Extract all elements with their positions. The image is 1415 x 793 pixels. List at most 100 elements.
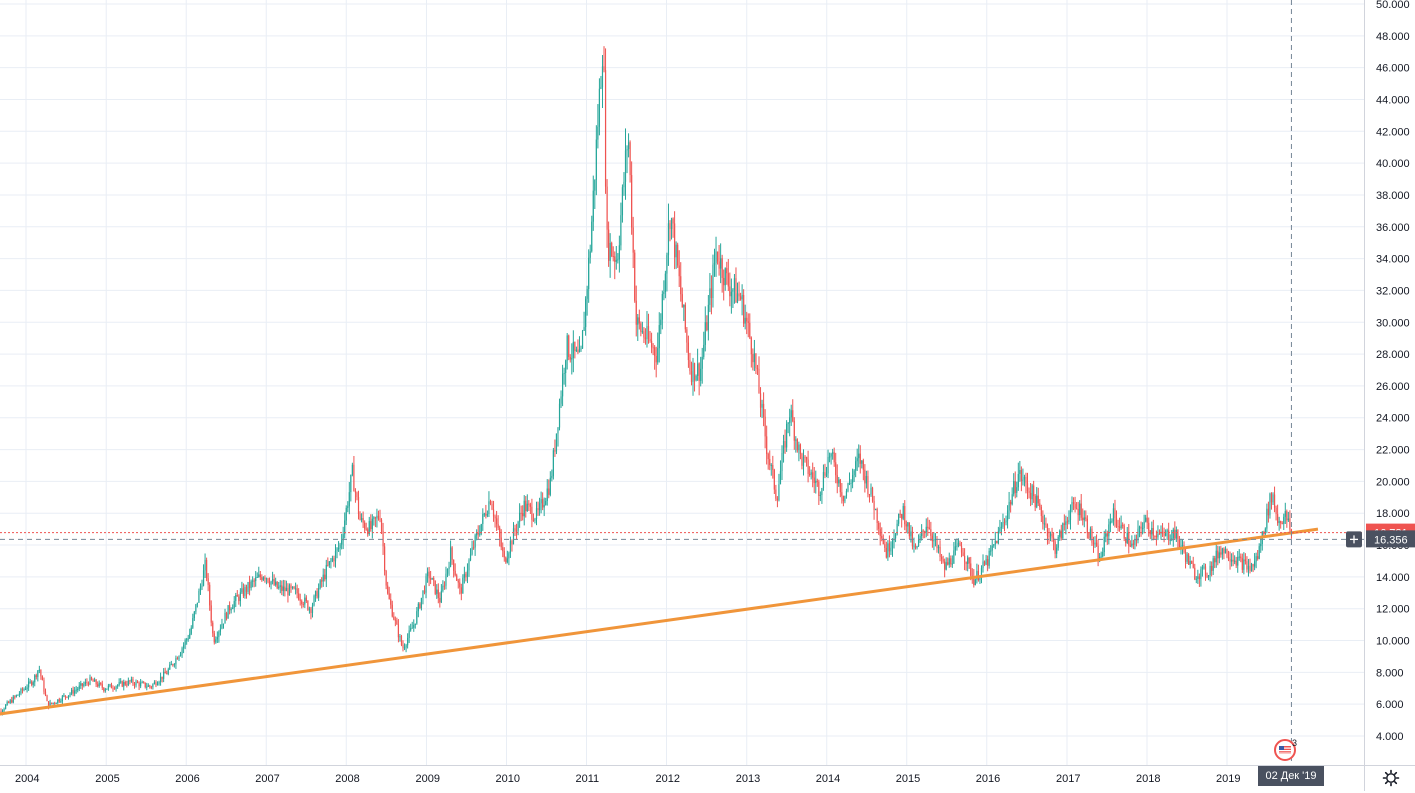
candle-body bbox=[333, 558, 334, 561]
candle-body bbox=[870, 488, 871, 495]
candle-body bbox=[1202, 567, 1203, 569]
candle-body bbox=[154, 682, 155, 684]
candle-body bbox=[946, 562, 947, 569]
candle-body bbox=[611, 243, 612, 256]
candle-body bbox=[1024, 477, 1025, 480]
candle-body bbox=[564, 373, 565, 374]
y-tick-label: 34.000 bbox=[1376, 254, 1410, 266]
candle-body bbox=[461, 587, 462, 593]
candle-body bbox=[583, 327, 584, 331]
candle-body bbox=[648, 326, 649, 339]
candle-body bbox=[490, 501, 491, 504]
trendline[interactable] bbox=[0, 529, 1318, 715]
candle-body bbox=[777, 499, 778, 501]
candle-body bbox=[1116, 518, 1117, 526]
candle-body bbox=[36, 675, 37, 677]
candle-body bbox=[999, 528, 1000, 532]
candle-body bbox=[364, 523, 365, 529]
candle-body bbox=[235, 595, 236, 601]
candle-body bbox=[361, 518, 362, 520]
candle-body bbox=[1162, 532, 1163, 534]
candle-body bbox=[852, 475, 853, 483]
candle-body bbox=[737, 293, 738, 302]
candle-body bbox=[103, 688, 104, 691]
x-tick-label: 2005 bbox=[95, 773, 119, 785]
candle-body bbox=[559, 404, 560, 428]
candle-body bbox=[422, 590, 423, 597]
candle-body bbox=[553, 450, 554, 476]
candle-body bbox=[324, 575, 325, 580]
candle-body bbox=[596, 140, 597, 180]
candle-body bbox=[131, 679, 132, 681]
candle-body bbox=[232, 608, 233, 609]
candle-body bbox=[418, 604, 419, 611]
candle-body bbox=[545, 501, 546, 505]
economic-event-badge[interactable]: 3 bbox=[1272, 738, 1300, 762]
candle-body bbox=[54, 703, 55, 704]
candle-body bbox=[272, 579, 273, 581]
candle-body bbox=[691, 371, 692, 382]
candle-body bbox=[33, 682, 34, 685]
x-tick-label: 2017 bbox=[1056, 773, 1080, 785]
candle-body bbox=[599, 89, 600, 127]
candle-body bbox=[326, 565, 327, 579]
candle-body bbox=[17, 695, 18, 696]
candle-body bbox=[751, 338, 752, 355]
candle-body bbox=[811, 472, 812, 474]
candle-body bbox=[875, 509, 876, 510]
candle-body bbox=[896, 524, 897, 535]
candle-body bbox=[275, 582, 276, 585]
candle-body bbox=[224, 613, 225, 624]
candle-body bbox=[366, 529, 367, 530]
candle-body bbox=[220, 629, 221, 632]
candle-body bbox=[203, 570, 204, 585]
candle-body bbox=[315, 591, 316, 596]
candle-body bbox=[20, 689, 21, 694]
candle-body bbox=[1137, 529, 1138, 541]
candle-body bbox=[92, 680, 93, 682]
candle-body bbox=[1073, 502, 1074, 504]
candle-body bbox=[798, 445, 799, 451]
candle-body bbox=[711, 288, 712, 298]
candle-body bbox=[99, 683, 100, 686]
candle-body bbox=[952, 564, 953, 565]
candle-body bbox=[209, 585, 210, 606]
candle-body bbox=[970, 563, 971, 575]
candle-body bbox=[7, 702, 8, 705]
candle-body bbox=[1015, 481, 1016, 493]
candle-body bbox=[838, 480, 839, 484]
candle-body bbox=[254, 581, 255, 582]
candle-body bbox=[519, 513, 520, 522]
candle-body bbox=[1159, 534, 1160, 535]
candle-body bbox=[307, 601, 308, 610]
candle-body bbox=[68, 695, 69, 697]
candle-body bbox=[809, 474, 810, 475]
candle-body bbox=[823, 472, 824, 488]
candle-body bbox=[677, 245, 678, 266]
candle-body bbox=[1117, 526, 1118, 527]
candle-body bbox=[511, 541, 512, 544]
candle-body bbox=[1148, 523, 1149, 531]
candle-body bbox=[1243, 559, 1244, 569]
candle-body bbox=[14, 697, 15, 698]
candle-body bbox=[266, 578, 267, 579]
candle-body bbox=[66, 697, 67, 698]
candle-body bbox=[399, 636, 400, 637]
settings-button[interactable] bbox=[1380, 768, 1402, 788]
candle-body bbox=[1226, 549, 1227, 557]
candle-body bbox=[574, 342, 575, 351]
candle-body bbox=[145, 683, 146, 687]
candle-body bbox=[1002, 522, 1003, 527]
y-tick-label: 40.000 bbox=[1376, 158, 1410, 170]
candle-body bbox=[405, 645, 406, 647]
candle-body bbox=[1145, 518, 1146, 522]
candle-body bbox=[1268, 509, 1269, 516]
candle-body bbox=[77, 689, 78, 690]
candle-body bbox=[142, 682, 143, 683]
candle-body bbox=[1214, 558, 1215, 562]
candle-body bbox=[200, 587, 201, 591]
candle-body bbox=[1122, 525, 1123, 526]
candle-body bbox=[1199, 576, 1200, 579]
